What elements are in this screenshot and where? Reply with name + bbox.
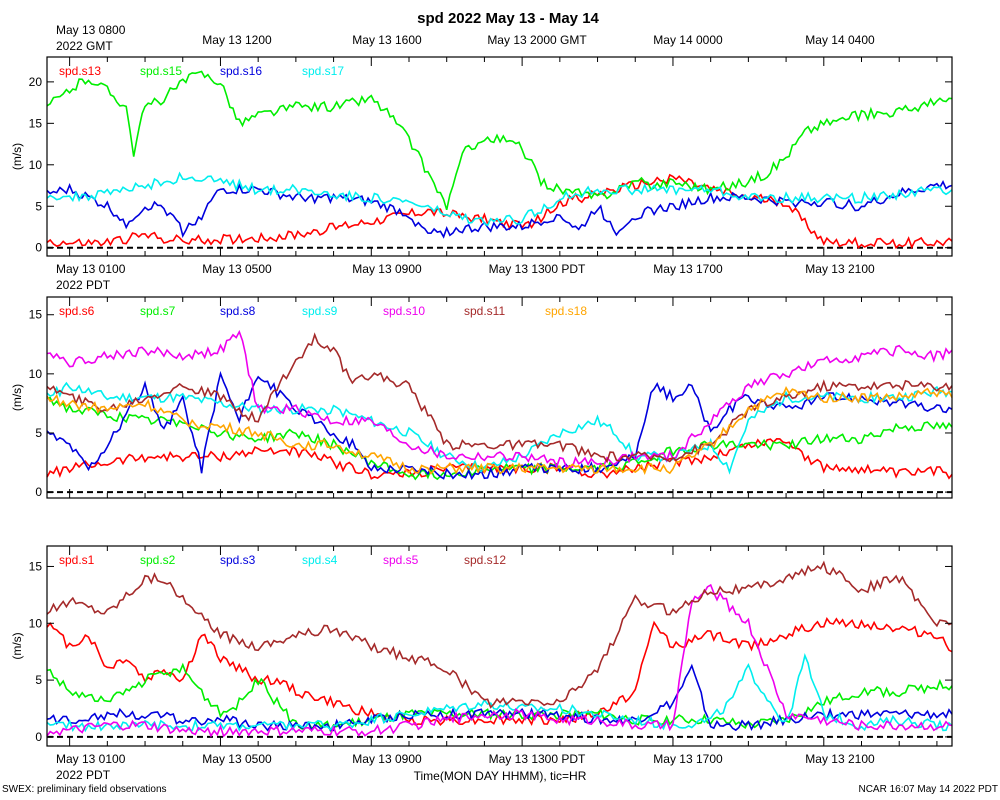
y-tick-label: 0 (35, 730, 42, 744)
legend-spd-s15: spd.s15 (140, 64, 182, 78)
pdt-tick-label: May 13 0900 (352, 262, 422, 276)
y-tick-label: 15 (29, 308, 43, 322)
pdt-tick-label: May 13 2100 (805, 752, 875, 766)
series-line-spd-s2 (46, 662, 953, 733)
gmt-tick-label: May 14 0000 (653, 33, 723, 47)
pdt-first-label: May 13 0100 (56, 262, 126, 276)
y-axis-label: (m/s) (10, 384, 24, 411)
pdt-tick-label: May 13 0500 (202, 262, 272, 276)
y-tick-label: 0 (35, 241, 42, 255)
legend-spd-s8: spd.s8 (220, 304, 256, 318)
y-tick-label: 20 (29, 75, 43, 89)
gmt-tick-label: May 14 0400 (805, 33, 875, 47)
series-line-spd-s12 (46, 560, 953, 709)
pdt-axis-bottom-panel: May 13 0100 2022 PDT May 13 0500 May 13 … (56, 752, 875, 782)
plot-frame (46, 56, 953, 257)
y-tick-label: 5 (35, 426, 42, 440)
legend-spd-s5: spd.s5 (383, 553, 419, 567)
series-line-spd-s9 (46, 381, 953, 475)
gmt-first-label: May 13 0800 (56, 23, 126, 37)
pdt-first-label: May 13 0100 (56, 752, 126, 766)
panel-1: spd.s13 spd.s15 spd.s16 spd.s17 0 5 10 15 20 (m/s… (10, 56, 953, 257)
legend-spd-s10: spd.s10 (383, 304, 425, 318)
y-tick-label: 10 (29, 367, 43, 381)
legend-spd-s6: spd.s6 (59, 304, 95, 318)
pdt-year-label: 2022 PDT (56, 278, 111, 292)
legend-spd-s13: spd.s13 (59, 64, 101, 78)
x-axis-label: Time(MON DAY HHMM), tic=HR (414, 769, 587, 783)
series-line-spd-s1 (46, 617, 953, 727)
pdt-tick-label: May 13 0900 (352, 752, 422, 766)
y-tick-label: 5 (35, 199, 42, 213)
footer-left: SWEX: preliminary field observations (2, 784, 167, 795)
legend-spd-s18: spd.s18 (545, 304, 587, 318)
series-line-spd-s15 (46, 70, 953, 211)
pdt-tick-label: May 13 0500 (202, 752, 272, 766)
pdt-year-label: 2022 PDT (56, 768, 111, 782)
series-line-spd-s17 (46, 171, 953, 227)
panel-3: spd.s1 spd.s2 spd.s3 spd.s4 spd.s5 spd.s12 0 5 1… (10, 545, 953, 747)
legend-spd-s4: spd.s4 (302, 553, 338, 567)
series-line-spd-s4 (46, 653, 953, 733)
gmt-year-label: 2022 GMT (56, 39, 113, 53)
legend-spd-s2: spd.s2 (140, 553, 176, 567)
legend-spd-s3: spd.s3 (220, 553, 256, 567)
legend-spd-s17: spd.s17 (302, 64, 344, 78)
gmt-tick-label: May 13 1600 (352, 33, 422, 47)
pdt-axis-top-panel: May 13 0100 2022 PDT May 13 0500 May 13 … (56, 262, 875, 292)
legend-spd-s7: spd.s7 (140, 304, 176, 318)
chart-panels: spd.s13 spd.s15 spd.s16 spd.s1705101520(m/s… (10, 56, 953, 747)
series-line-spd-s3 (46, 663, 953, 733)
plot-frame (46, 296, 953, 499)
legend-spd-s9: spd.s9 (302, 304, 338, 318)
chart-title: spd 2022 May 13 - May 14 (417, 10, 599, 27)
panel-2: spd.s6 spd.s7 spd.s8 spd.s9 spd.s10 spd.s11 sp… (10, 296, 953, 499)
gmt-tick-label: May 13 2000 GMT (487, 33, 587, 47)
y-axis-label: (m/s) (10, 143, 24, 170)
y-tick-label: 10 (29, 158, 43, 172)
y-tick-label: 15 (29, 559, 43, 573)
y-tick-label: 0 (35, 485, 42, 499)
series-line-spd-s16 (46, 180, 953, 239)
footer-right: NCAR 16:07 May 14 2022 PDT (858, 784, 998, 795)
legend-spd-s11: spd.s11 (464, 304, 505, 318)
gmt-tick-label: May 13 1200 (202, 33, 272, 47)
legend-spd-s1: spd.s1 (59, 553, 95, 567)
y-axis-label: (m/s) (10, 632, 24, 659)
pdt-tick-label: May 13 1700 (653, 262, 723, 276)
y-tick-label: 10 (29, 616, 43, 630)
series-line-spd-s10 (46, 329, 953, 469)
pdt-tick-label: May 13 1300 PDT (489, 262, 586, 276)
series-line-spd-s13 (46, 173, 953, 250)
legend-spd-s12: spd.s12 (464, 553, 506, 567)
series-line-spd-s18 (46, 386, 953, 476)
y-tick-label: 15 (29, 116, 43, 130)
plot-frame (46, 545, 953, 747)
series-line-spd-s5 (46, 583, 953, 738)
y-tick-label: 5 (35, 673, 42, 687)
pdt-tick-label: May 13 1300 PDT (489, 752, 586, 766)
series-line-spd-s8 (46, 370, 953, 481)
gmt-axis: May 13 0800 2022 GMT May 13 1200 May 13 … (56, 23, 875, 53)
pdt-tick-label: May 13 2100 (805, 262, 875, 276)
legend-spd-s16: spd.s16 (220, 64, 262, 78)
pdt-tick-label: May 13 1700 (653, 752, 723, 766)
series-line-spd-s6 (46, 437, 953, 480)
